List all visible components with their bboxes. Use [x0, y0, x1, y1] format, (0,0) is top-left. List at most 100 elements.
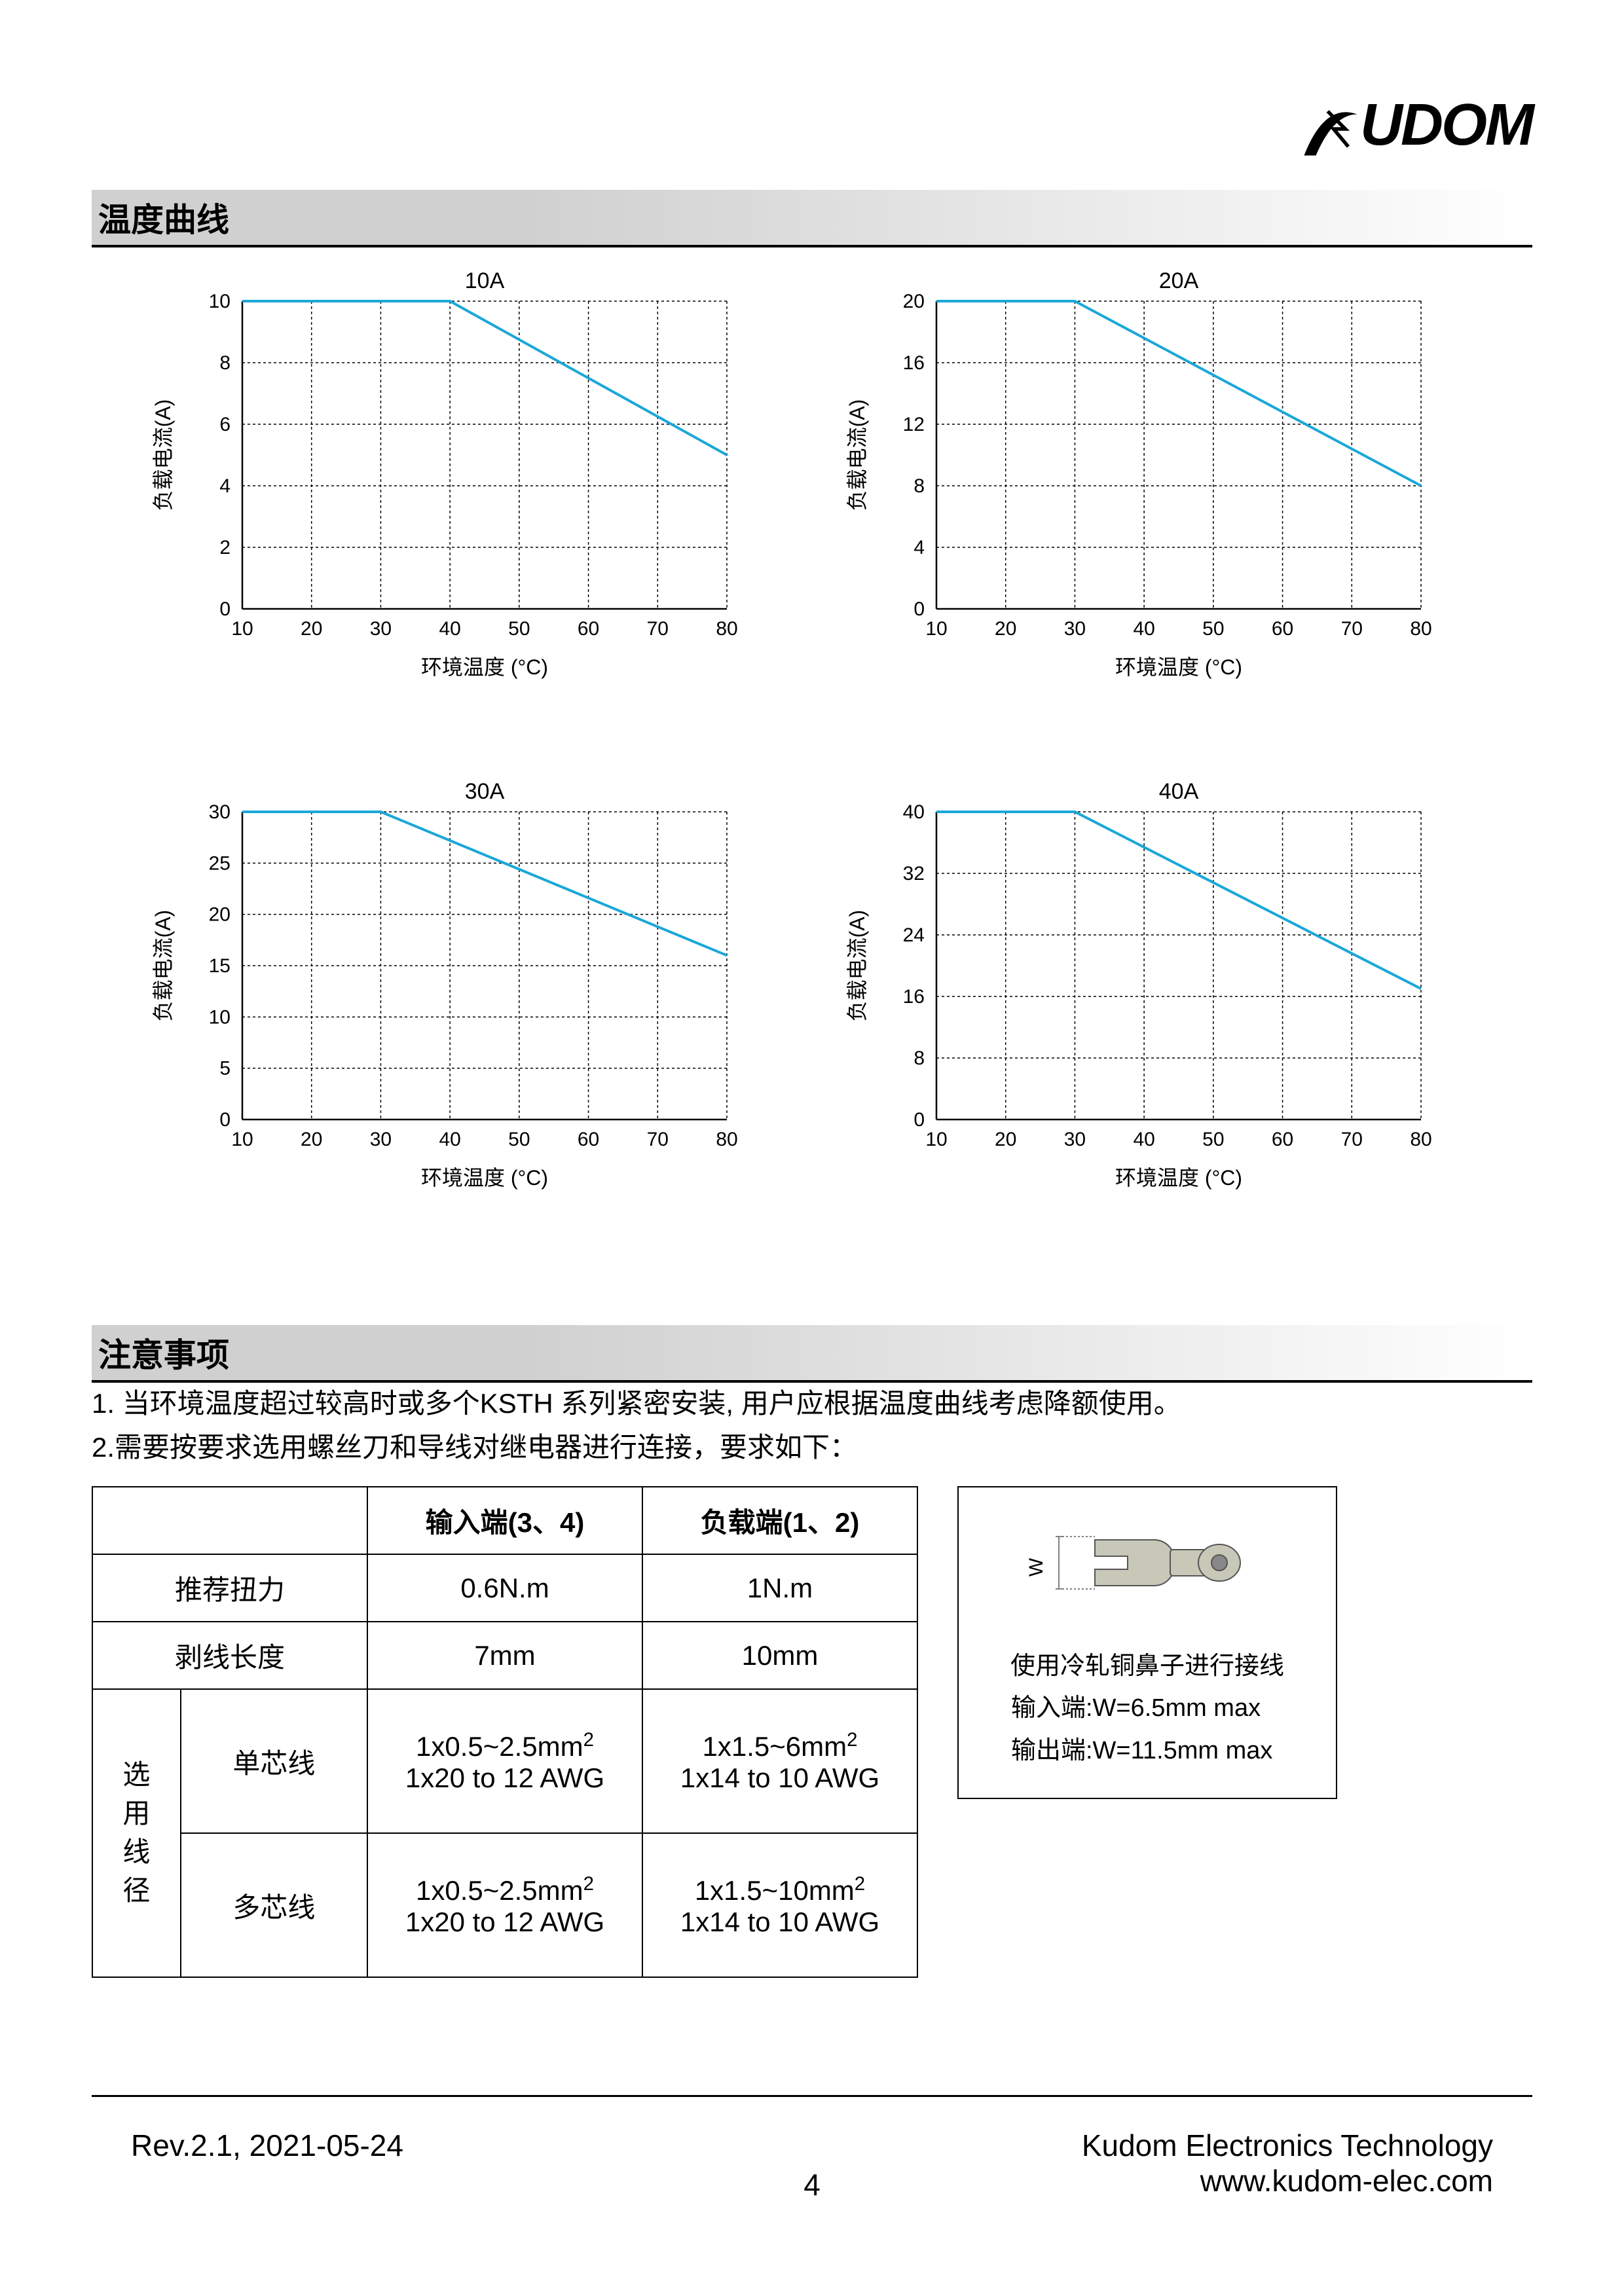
- wire-spec: 1x20 to 12 AWG: [405, 1906, 604, 1937]
- chart-30a: 30A1020304050607080051015202530环境温度 (°C)…: [144, 773, 786, 1205]
- sidebox-line3: 输出端:W=11.5mm max: [1011, 1730, 1323, 1772]
- svg-text:10: 10: [925, 1129, 947, 1150]
- svg-text:10: 10: [209, 291, 231, 312]
- section-title: 温度曲线: [98, 202, 229, 238]
- svg-text:环境温度 (°C): 环境温度 (°C): [421, 1166, 548, 1190]
- chart-40a: 40A10203040506070800816243240环境温度 (°C)负载…: [838, 773, 1480, 1205]
- notes-block: 1. 当环境温度超过较高时或多个KSTH 系列紧密安装, 用户应根据温度曲线考虑…: [92, 1381, 1532, 1469]
- svg-text:20: 20: [903, 291, 925, 312]
- logo-swoosh-icon: [1301, 100, 1360, 158]
- svg-text:70: 70: [647, 1129, 669, 1150]
- svg-text:40A: 40A: [1159, 779, 1199, 804]
- cell-multi-label: 多芯线: [181, 1833, 367, 1977]
- cell-strip-c2: 10mm: [642, 1622, 917, 1689]
- svg-text:50: 50: [1202, 1129, 1224, 1150]
- cell-strip-c1: 7mm: [367, 1622, 642, 1689]
- note-line-2: 2.需要按要求选用螺丝刀和导线对继电器进行连接，要求如下：: [92, 1425, 1532, 1469]
- svg-text:60: 60: [1272, 1129, 1293, 1150]
- svg-text:负载电流(A): 负载电流(A): [151, 399, 175, 511]
- th-load: 负载端(1、2): [642, 1487, 917, 1554]
- svg-text:80: 80: [716, 1129, 737, 1150]
- svg-text:32: 32: [903, 863, 925, 884]
- section-header-notes: 注意事项: [92, 1325, 1532, 1383]
- svg-text:10: 10: [209, 1006, 231, 1028]
- footer-divider: [92, 2095, 1532, 2097]
- svg-text:10: 10: [231, 1129, 253, 1150]
- table-area: 输入端(3、4) 负载端(1、2) 推荐扭力 0.6N.m 1N.m 剥线长度 …: [92, 1486, 1337, 1978]
- svg-text:30: 30: [1064, 618, 1086, 640]
- svg-text:20A: 20A: [1159, 268, 1199, 293]
- svg-text:24: 24: [903, 924, 925, 946]
- spec-table: 输入端(3、4) 负载端(1、2) 推荐扭力 0.6N.m 1N.m 剥线长度 …: [92, 1486, 918, 1978]
- cell-single-c1: 1x0.5~2.5mm2 1x20 to 12 AWG: [367, 1689, 642, 1833]
- cell-torque-c2: 1N.m: [642, 1554, 917, 1622]
- svg-text:20: 20: [301, 618, 322, 640]
- charts-grid: 10A10203040506070800246810环境温度 (°C)负载电流(…: [92, 249, 1532, 1218]
- svg-text:60: 60: [578, 1129, 599, 1150]
- cell-multi-c2: 1x1.5~10mm2 1x14 to 10 AWG: [642, 1833, 917, 1977]
- cell-multi-c1: 1x0.5~2.5mm2 1x20 to 12 AWG: [367, 1833, 642, 1977]
- wire-label-char: 线: [122, 1836, 150, 1867]
- wire-label-char: 径: [122, 1875, 150, 1906]
- svg-text:40: 40: [903, 801, 925, 823]
- table-row: 多芯线 1x0.5~2.5mm2 1x20 to 12 AWG 1x1.5~10…: [92, 1833, 917, 1977]
- logo-text: UDOM: [1360, 92, 1532, 158]
- svg-text:70: 70: [647, 618, 669, 640]
- svg-text:10: 10: [925, 618, 947, 640]
- wire-spec: 1x20 to 12 AWG: [405, 1762, 604, 1793]
- svg-text:12: 12: [903, 414, 925, 435]
- svg-text:30: 30: [370, 618, 392, 640]
- svg-text:负载电流(A): 负载电流(A): [845, 910, 869, 1022]
- svg-text:10: 10: [231, 618, 253, 640]
- wire-spec: 1x1.5~10mm: [695, 1875, 855, 1906]
- svg-text:60: 60: [1272, 618, 1293, 640]
- section-title: 注意事项: [98, 1337, 229, 1374]
- wire-spec: 1x1.5~6mm: [703, 1731, 847, 1762]
- svg-text:4: 4: [219, 475, 231, 497]
- table-row: 输入端(3、4) 负载端(1、2): [92, 1487, 917, 1554]
- chart-10a: 10A10203040506070800246810环境温度 (°C)负载电流(…: [144, 262, 786, 694]
- svg-text:2: 2: [219, 537, 231, 558]
- wire-spec: 1x0.5~2.5mm: [416, 1731, 583, 1762]
- svg-text:16: 16: [903, 352, 925, 374]
- svg-text:80: 80: [1410, 618, 1431, 640]
- footer-company: Kudom Electronics Technology: [1082, 2128, 1493, 2163]
- svg-text:5: 5: [219, 1058, 231, 1080]
- wire-spec: 1x0.5~2.5mm: [416, 1875, 583, 1906]
- svg-text:4: 4: [913, 537, 925, 558]
- th-empty: [92, 1487, 367, 1554]
- svg-text:环境温度 (°C): 环境温度 (°C): [421, 655, 548, 679]
- svg-text:40: 40: [1133, 618, 1154, 640]
- svg-text:负载电流(A): 负载电流(A): [151, 910, 175, 1022]
- wire-spec: 1x14 to 10 AWG: [680, 1906, 879, 1937]
- svg-text:25: 25: [209, 852, 231, 874]
- wire-label-char: 选: [122, 1759, 150, 1790]
- svg-text:70: 70: [1341, 618, 1363, 640]
- svg-text:50: 50: [508, 1129, 530, 1150]
- cell-strip-label: 剥线长度: [92, 1622, 367, 1689]
- svg-text:0: 0: [913, 598, 925, 620]
- svg-text:30: 30: [370, 1129, 392, 1150]
- wire-spec: 1x14 to 10 AWG: [680, 1762, 879, 1793]
- terminal-sidebox: W 使用冷轧铜鼻子进行接线 输入端:W=6.5mm max 输出端:W=11.5…: [957, 1486, 1337, 1799]
- w-label: W: [1025, 1558, 1047, 1576]
- cell-wire-vlabel: 选 用 线 径: [92, 1689, 181, 1977]
- svg-text:20: 20: [995, 1129, 1016, 1150]
- svg-text:0: 0: [219, 598, 231, 620]
- svg-text:50: 50: [1202, 618, 1224, 640]
- svg-text:80: 80: [716, 618, 737, 640]
- svg-text:8: 8: [219, 352, 231, 374]
- svg-text:30A: 30A: [465, 779, 505, 804]
- svg-text:20: 20: [301, 1129, 322, 1150]
- svg-text:40: 40: [439, 1129, 460, 1150]
- cell-single-label: 单芯线: [181, 1689, 367, 1833]
- th-input: 输入端(3、4): [367, 1487, 642, 1554]
- sidebox-line1: 使用冷轧铜鼻子进行接线: [972, 1645, 1323, 1688]
- svg-text:20: 20: [995, 618, 1016, 640]
- svg-text:0: 0: [913, 1109, 925, 1131]
- svg-text:0: 0: [219, 1109, 231, 1131]
- wire-label-char: 用: [122, 1798, 150, 1829]
- svg-text:15: 15: [209, 955, 231, 977]
- section-header-temp-curve: 温度曲线: [92, 190, 1532, 247]
- svg-text:30: 30: [209, 801, 231, 823]
